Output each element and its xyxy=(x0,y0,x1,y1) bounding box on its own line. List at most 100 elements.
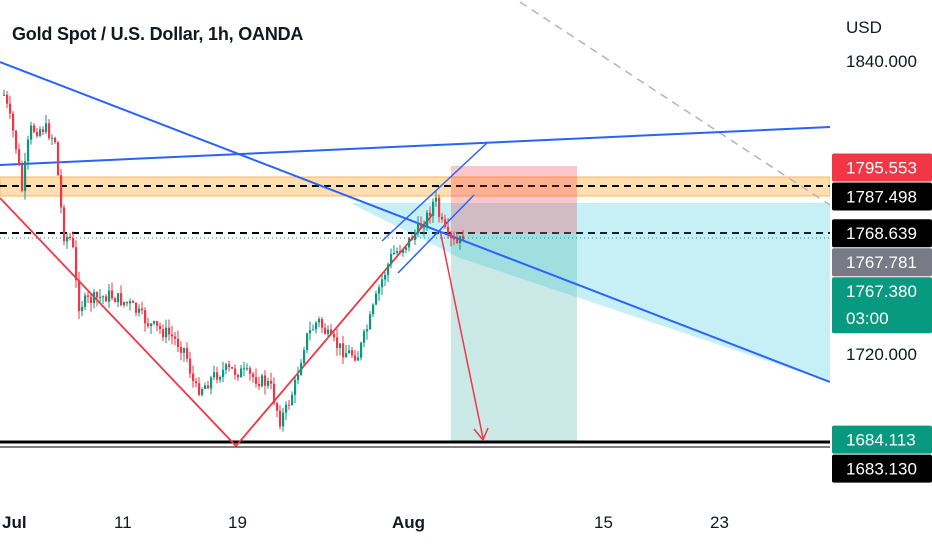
candle-body xyxy=(81,306,84,312)
candle-body xyxy=(294,379,297,395)
candle-body xyxy=(330,329,333,334)
candle-body xyxy=(237,374,240,378)
chart-title: Gold Spot / U.S. Dollar, 1h, OANDA xyxy=(12,24,304,44)
candle-body xyxy=(300,363,303,376)
candle-body xyxy=(459,235,462,244)
candle-body xyxy=(159,325,162,330)
x-tick-label: Jul xyxy=(2,513,27,532)
candle-body xyxy=(414,233,417,241)
upper-trendline[interactable] xyxy=(0,126,831,166)
candle-body xyxy=(186,348,189,359)
candle-body xyxy=(267,380,270,386)
candle-body xyxy=(387,264,390,275)
candle-body xyxy=(435,197,438,202)
price-badge-target xyxy=(832,425,932,454)
candle-body xyxy=(90,296,93,304)
candle-body xyxy=(123,301,126,306)
candle-body xyxy=(207,385,210,389)
candle-body xyxy=(45,123,48,133)
price-badge-stop-loss xyxy=(832,153,932,182)
candle-body xyxy=(165,327,168,338)
candle-body xyxy=(111,290,114,299)
x-tick-label: 11 xyxy=(114,513,132,532)
candle-body xyxy=(132,301,135,303)
candle-body xyxy=(51,137,54,139)
price-badge-label: 1684.113 xyxy=(846,431,916,450)
candle-body xyxy=(432,201,435,216)
candle-body xyxy=(54,137,57,143)
drawing-layer xyxy=(0,1,831,448)
take-profit-zone[interactable] xyxy=(451,233,577,442)
stop-loss-zone[interactable] xyxy=(451,166,577,233)
candle-body xyxy=(222,369,225,378)
candle-body xyxy=(72,238,75,248)
candle-body xyxy=(390,254,393,265)
candle-body xyxy=(228,364,231,368)
candle-body xyxy=(249,368,252,374)
x-tick-label: 15 xyxy=(594,513,613,532)
candle-body xyxy=(171,334,174,337)
descending-trendline[interactable] xyxy=(0,61,831,383)
candle-body xyxy=(216,372,219,380)
candle-body xyxy=(6,94,9,104)
candle-body xyxy=(324,327,327,334)
candle-body xyxy=(255,377,258,384)
projection-arrow-head xyxy=(473,427,489,442)
candle-body xyxy=(327,329,330,334)
candle-body xyxy=(372,304,375,315)
candle-body xyxy=(39,129,42,136)
candle-body xyxy=(33,125,36,132)
time-axis[interactable]: Jul 11 19 Aug 15 23 xyxy=(2,513,729,532)
candle-body xyxy=(309,330,312,334)
candle-body xyxy=(177,338,180,348)
candle-body xyxy=(234,368,237,375)
candle-body xyxy=(378,287,381,294)
candle-body xyxy=(438,197,441,217)
candle-body xyxy=(279,410,282,427)
candle-body xyxy=(285,404,288,413)
candle-body xyxy=(78,280,81,312)
candle-body xyxy=(408,237,411,248)
faint-dashed-trendline xyxy=(519,1,831,206)
candle-body xyxy=(393,252,396,255)
candle-body xyxy=(351,350,354,356)
candle-body xyxy=(450,233,453,238)
candle-body xyxy=(429,212,432,216)
price-axis[interactable]: 1840.000 1720.000 1795.553 1787.498 1768.6… xyxy=(830,0,932,510)
candle-body xyxy=(27,139,30,162)
candle-body xyxy=(303,349,306,364)
candle-body xyxy=(363,331,366,343)
projection-arrow-line[interactable] xyxy=(439,229,484,439)
candle-body xyxy=(318,318,321,323)
channel-line-lower[interactable] xyxy=(397,194,475,274)
price-badge-label: 1768.639 xyxy=(846,224,917,243)
currency-label: USD xyxy=(846,18,882,37)
candle-body xyxy=(402,249,405,253)
price-badge-trendline xyxy=(832,182,932,211)
candle-body xyxy=(384,274,387,280)
projection-zone[interactable] xyxy=(350,203,830,382)
candle-body xyxy=(162,329,165,338)
candle-body xyxy=(63,207,66,242)
candle-body xyxy=(120,293,123,306)
candle-body xyxy=(102,296,105,298)
x-tick-label: 23 xyxy=(710,513,729,532)
candle-body xyxy=(42,129,45,133)
candle-body xyxy=(321,318,324,328)
candle-body xyxy=(87,295,90,297)
candle-body xyxy=(18,149,21,165)
candle-body xyxy=(141,308,144,311)
channel-line-upper[interactable] xyxy=(381,141,489,242)
price-badges: 1795.553 1787.498 1768.639 1767.781 1767.380… xyxy=(832,153,932,483)
candle-body xyxy=(261,375,264,387)
candle-body xyxy=(273,383,276,404)
candle-body xyxy=(15,130,18,150)
candle-body xyxy=(297,375,300,380)
candle-body xyxy=(75,247,78,281)
price-badge-level xyxy=(832,219,932,248)
candle-body xyxy=(246,368,249,370)
candle-body xyxy=(345,353,348,358)
candle-body xyxy=(348,350,351,354)
price-badge-support xyxy=(832,454,932,483)
